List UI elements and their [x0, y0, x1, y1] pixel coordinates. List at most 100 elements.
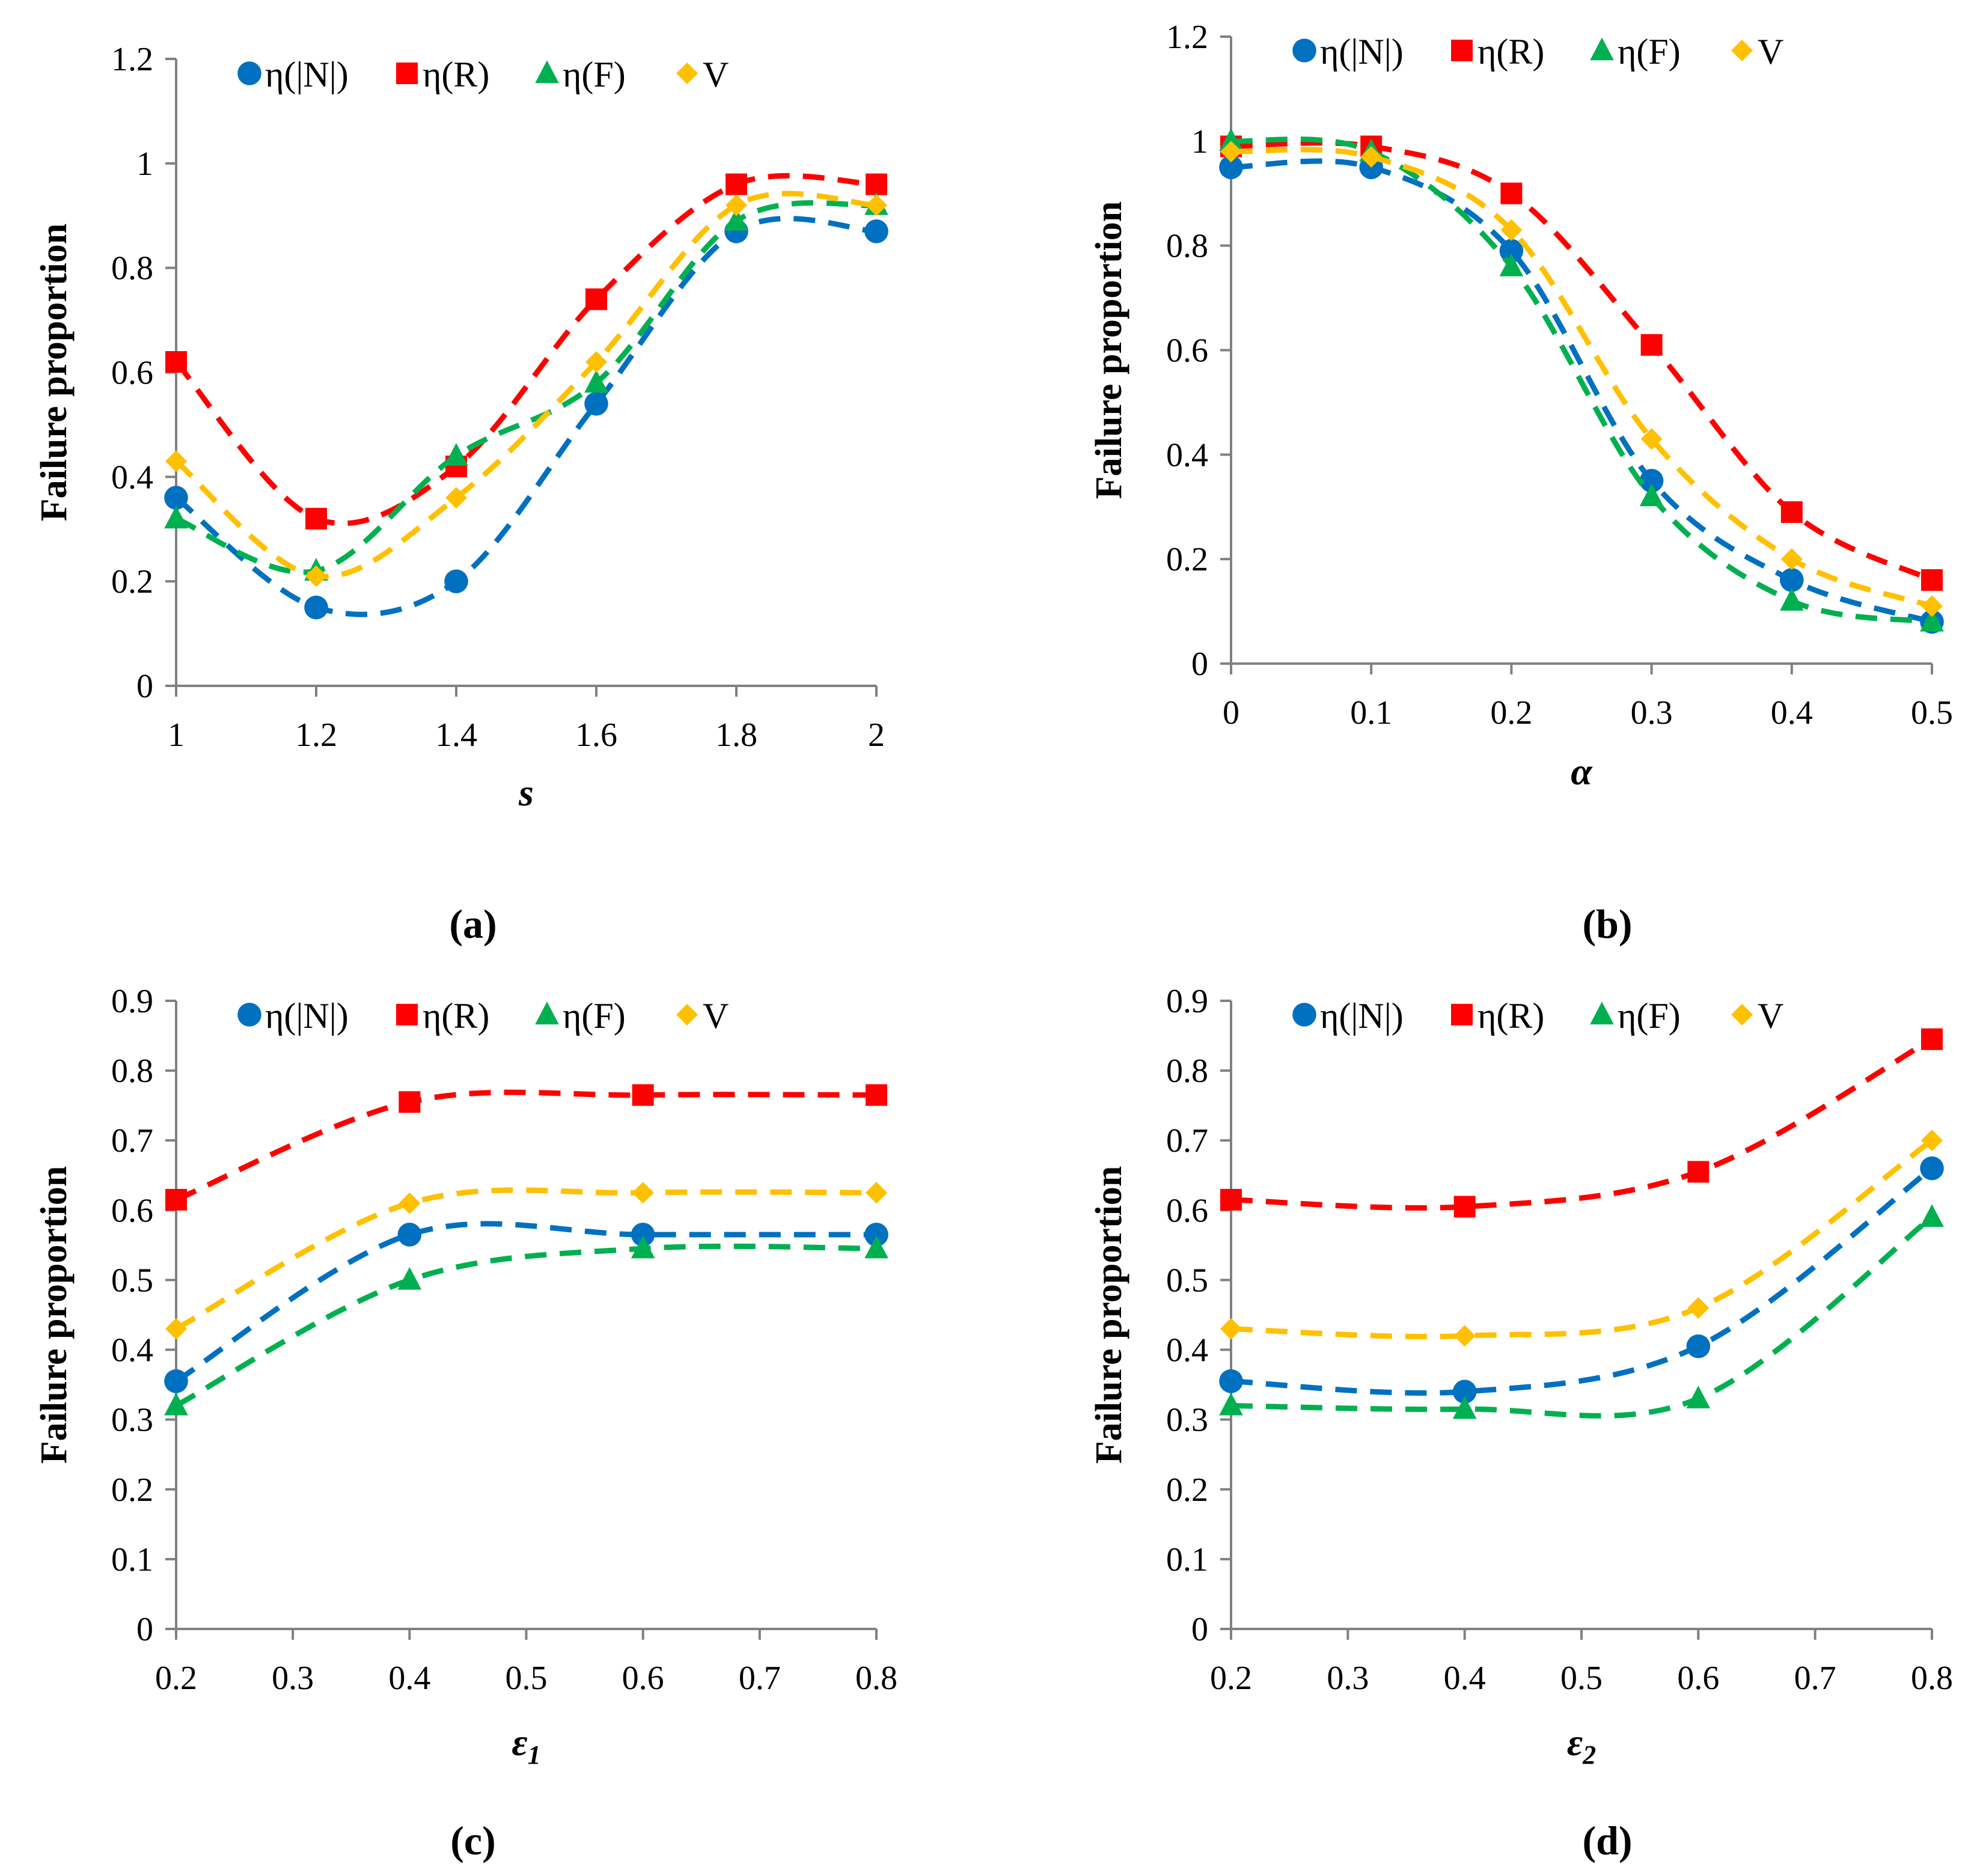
- marker-circle: [1499, 239, 1524, 263]
- marker-square: [396, 63, 418, 84]
- series-R: [165, 173, 887, 530]
- x-tick-label: 1.2: [295, 716, 337, 754]
- marker-diamond: [726, 194, 747, 216]
- x-tick-label: 0.8: [1911, 1660, 1953, 1697]
- marker-diamond: [165, 1318, 187, 1340]
- legend-label-R: η(R): [1477, 32, 1544, 72]
- marker-circle: [1292, 1003, 1316, 1027]
- x-tick-label: 1.8: [715, 716, 757, 754]
- y-tick-label: 0.2: [111, 1471, 153, 1509]
- x-tick-label: 0.2: [1490, 694, 1532, 732]
- x-axis-label: ε2: [1567, 1721, 1596, 1770]
- marker-triangle: [1920, 1204, 1944, 1227]
- legend-label-F: η(F): [1618, 996, 1681, 1036]
- legend: η(|N|) η(R) η(F) V: [237, 996, 729, 1036]
- marker-diamond: [1220, 141, 1242, 163]
- marker-triangle: [1590, 37, 1614, 61]
- marker-square: [632, 1084, 654, 1106]
- marker-diamond: [1360, 145, 1383, 168]
- marker-triangle: [535, 60, 559, 84]
- series-line: [174, 1187, 877, 1331]
- marker-circle: [164, 1369, 188, 1393]
- marker-diamond: [1731, 1004, 1753, 1025]
- marker-circle: [237, 61, 261, 85]
- legend-label-N: η(|N|): [265, 55, 349, 94]
- series-line: [1230, 1215, 1934, 1419]
- x-tick-label: 1.6: [575, 716, 617, 754]
- y-tick-label: 0.6: [1166, 332, 1208, 370]
- chart-panel-c: 0 0.1 0.2 0.3 0.4 0.5 0.6 0.7 0.8 0.9 0.2 0.3 0.4 0.5…: [34, 983, 897, 1863]
- series-line: [174, 1243, 877, 1408]
- y-tick-label: 0.8: [1166, 228, 1208, 265]
- y-tick-label: 0.9: [1166, 983, 1208, 1020]
- marker-square: [1640, 334, 1663, 356]
- x-tick-label: 0.7: [739, 1660, 781, 1697]
- series-line: [1230, 1036, 1934, 1211]
- y-tick-label: 0.4: [111, 459, 153, 496]
- legend-label-R: η(R): [1477, 996, 1544, 1036]
- series-line: [174, 1221, 876, 1384]
- series-V: [1220, 1129, 1943, 1347]
- marker-square: [1453, 1196, 1476, 1218]
- y-tick-label: 0.1: [111, 1541, 153, 1578]
- y-tick-label: 0.7: [1166, 1122, 1208, 1160]
- series-V: [1220, 141, 1943, 617]
- x-tick-label: 0.1: [1350, 694, 1392, 732]
- marker-triangle: [535, 1001, 559, 1025]
- marker-diamond: [1780, 548, 1803, 570]
- marker-circle: [1780, 568, 1804, 592]
- y-tick-label: 0.7: [111, 1122, 153, 1160]
- series-line: [174, 216, 877, 617]
- y-tick-label: 0.6: [111, 355, 153, 392]
- legend-label-V: V: [703, 55, 729, 94]
- marker-square: [399, 1091, 421, 1113]
- series-line: [175, 1089, 877, 1203]
- y-tick-label: 0.3: [111, 1402, 153, 1439]
- y-tick-label: 1: [136, 145, 153, 183]
- marker-diamond: [165, 450, 187, 472]
- marker-diamond: [1500, 219, 1523, 241]
- marker-circle: [1219, 1369, 1243, 1393]
- legend-label-F: η(F): [563, 55, 626, 94]
- marker-triangle: [1219, 128, 1243, 151]
- series-N: [164, 216, 888, 620]
- marker-circle: [1452, 1380, 1477, 1404]
- marker-circle: [1292, 38, 1316, 63]
- marker-triangle: [1686, 1386, 1711, 1409]
- marker-triangle: [1780, 588, 1804, 611]
- y-tick-label: 0.4: [111, 1332, 153, 1369]
- x-tick-label: 2: [868, 716, 885, 754]
- y-tick-label: 0.2: [1166, 541, 1208, 578]
- legend-label-N: η(|N|): [265, 996, 349, 1036]
- marker-square: [866, 1084, 887, 1106]
- x-tick-label: 0.4: [388, 1660, 430, 1697]
- series-line: [175, 200, 877, 575]
- series-line: [174, 191, 877, 579]
- x-tick-label: 0.5: [506, 1660, 548, 1697]
- series-line: [1230, 1138, 1934, 1340]
- series-line: [1230, 158, 1933, 625]
- marker-circle: [631, 1223, 655, 1247]
- marker-triangle: [1590, 1001, 1614, 1025]
- series-F: [1219, 1204, 1944, 1419]
- marker-square: [1780, 501, 1803, 523]
- y-tick-label: 0.6: [1166, 1192, 1208, 1229]
- marker-square: [1451, 40, 1473, 61]
- marker-triangle: [164, 1392, 188, 1416]
- x-tick-label: 0.7: [1794, 1660, 1836, 1697]
- series-R: [165, 1084, 887, 1211]
- x-tick-label: 1: [168, 716, 185, 754]
- panel-caption: (c): [450, 1818, 495, 1863]
- panel-caption: (d): [1582, 1818, 1632, 1863]
- y-tick-label: 1: [1191, 123, 1208, 160]
- legend-label-N: η(|N|): [1320, 32, 1404, 72]
- marker-circle: [584, 391, 608, 416]
- chart-panel-a: 0 0.2 0.4 0.6 0.8 1 1.2 1 1.2 1.4 1.6 1.8 2 Failure p…: [34, 41, 888, 947]
- x-tick-label: 0.3: [1327, 1660, 1369, 1697]
- marker-diamond: [866, 194, 887, 216]
- marker-triangle: [444, 442, 468, 466]
- y-axis-label: Failure proportion: [1089, 1166, 1129, 1464]
- y-tick-label: 0.4: [1166, 436, 1208, 474]
- x-tick-label: 0.5: [1911, 694, 1953, 732]
- legend-label-F: η(F): [1618, 32, 1681, 72]
